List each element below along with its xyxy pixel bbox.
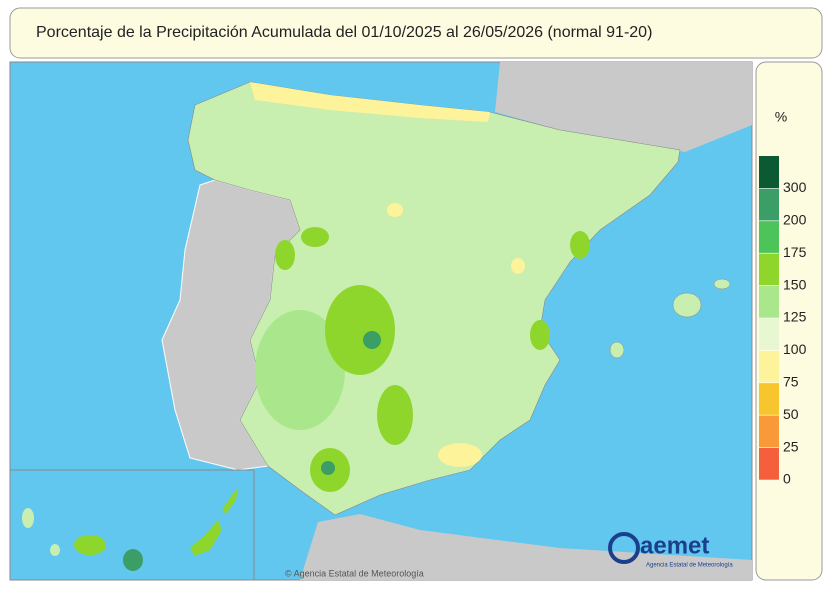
- wet-area: [275, 240, 295, 270]
- mallorca: [672, 292, 702, 318]
- legend-swatch: [759, 253, 779, 286]
- legend-tick-label: 100: [783, 341, 807, 357]
- legend-unit: %: [775, 109, 787, 125]
- wet-area: [570, 231, 590, 259]
- island: [74, 535, 106, 555]
- legend-tick-label: 150: [783, 276, 807, 292]
- island: [22, 508, 34, 528]
- legend-swatch: [759, 285, 779, 318]
- title: Porcentaje de la Precipitación Acumulada…: [36, 24, 652, 41]
- credit: © Agencia Estatal de Meteorología: [285, 568, 424, 578]
- ibiza: [609, 341, 625, 359]
- legend: 0 25 50 75 100 125 150 175 200 300: [759, 156, 807, 487]
- map: © Agencia Estatal de Meteorología aemet …: [9, 61, 753, 581]
- wet-area: [377, 385, 413, 445]
- africa: [300, 514, 752, 580]
- wet-area: [255, 310, 345, 430]
- legend-tick-label: 75: [783, 374, 799, 390]
- legend-tick-label: 25: [783, 438, 799, 454]
- island: [50, 544, 60, 556]
- legend-swatch: [759, 318, 779, 351]
- legend-tick-label: 200: [783, 212, 807, 228]
- legend-swatch: [759, 156, 779, 189]
- legend-swatch: [759, 382, 779, 416]
- island: [190, 520, 222, 556]
- legend-tick-label: 175: [783, 244, 807, 260]
- legend-tick-label: 125: [783, 309, 807, 325]
- wet-area: [325, 285, 395, 375]
- dry-north: [250, 82, 490, 122]
- island: [123, 549, 143, 571]
- legend-swatch: [759, 220, 779, 254]
- logo-subtitle: Agencia Estatal de Meteorología: [646, 563, 733, 569]
- legend-tick-label: 300: [783, 179, 807, 195]
- logo-name: aemet: [640, 532, 709, 559]
- dry-area: [438, 443, 482, 467]
- wet-area: [301, 227, 329, 247]
- legend-swatch: [759, 350, 779, 383]
- menorca: [713, 278, 731, 290]
- legend-swatch: [759, 447, 779, 480]
- wet-area: [363, 331, 381, 349]
- legend-swatch: [759, 415, 779, 448]
- dry-area: [387, 203, 403, 217]
- island: [222, 488, 238, 514]
- wet-area: [530, 320, 550, 350]
- dry-area: [511, 258, 525, 274]
- legend-tick-label: 50: [783, 406, 799, 422]
- logo-icon: [608, 532, 640, 564]
- title-box: [9, 7, 823, 59]
- wet-area: [321, 461, 335, 475]
- legend-tick-label: 0: [783, 471, 791, 487]
- legend-swatch: [759, 188, 779, 221]
